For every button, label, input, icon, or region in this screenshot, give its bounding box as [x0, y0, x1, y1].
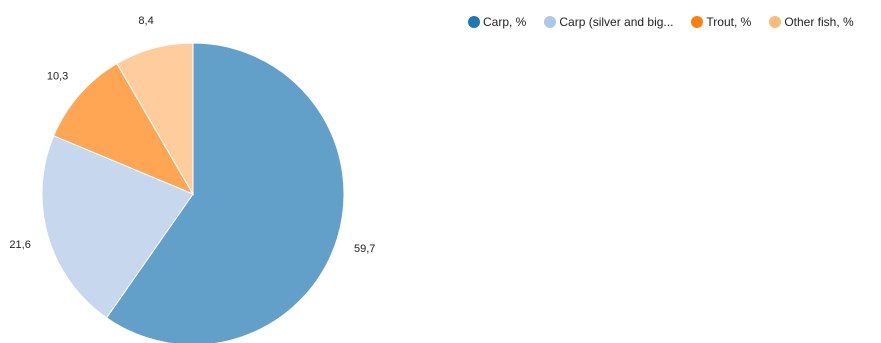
- data-label-trout: 10,3: [47, 70, 68, 82]
- legend-item-carp-silver-big[interactable]: Carp (silver and big...: [544, 15, 673, 29]
- legend-label-carp-silver-big: Carp (silver and big...: [559, 15, 674, 29]
- data-label-carp: 59,7: [354, 243, 375, 255]
- legend: Carp, % Carp (silver and big... Trout, %…: [468, 15, 854, 29]
- pie-slice-other-fish[interactable]: [116, 42, 194, 196]
- pie-slice-trout[interactable]: [53, 62, 195, 196]
- legend-label-other-fish: Other fish, %: [784, 15, 854, 29]
- data-label-carp-silver-big: 21,6: [9, 239, 30, 251]
- legend-label-carp: Carp, %: [483, 15, 527, 29]
- pie-slice-carp[interactable]: [105, 42, 345, 343]
- data-label-other-fish: 8,4: [138, 15, 153, 27]
- legend-swatch-other-fish: [769, 16, 782, 28]
- legend-label-trout: Trout, %: [706, 15, 752, 29]
- legend-swatch-trout: [691, 16, 704, 28]
- legend-item-other-fish[interactable]: Other fish, %: [769, 15, 854, 29]
- legend-swatch-carp-silver-big: [544, 16, 557, 28]
- legend-swatch-carp: [468, 16, 480, 28]
- pie-slice-carp-silver-big[interactable]: [41, 135, 194, 319]
- legend-item-trout[interactable]: Trout, %: [691, 15, 751, 29]
- legend-item-carp[interactable]: Carp, %: [468, 15, 526, 29]
